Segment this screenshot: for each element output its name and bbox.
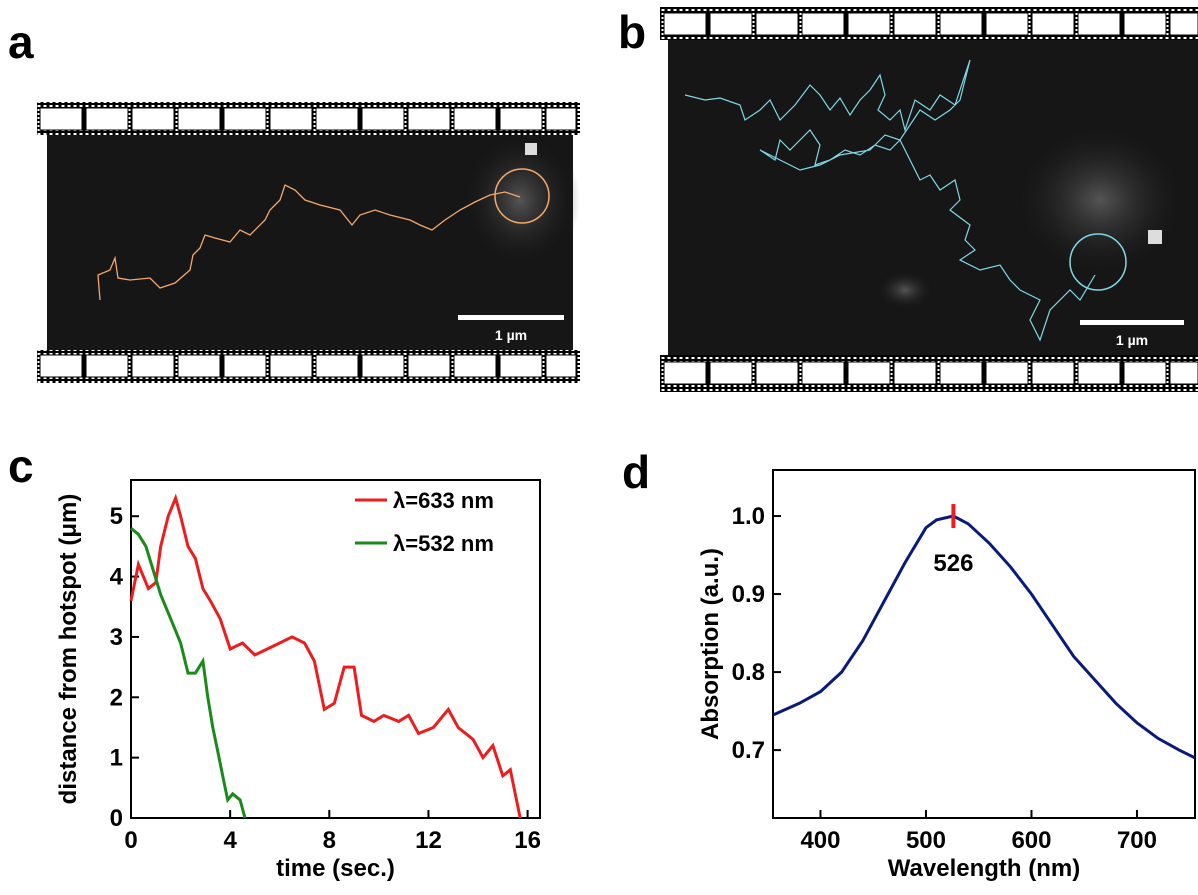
y-tick-label: 3 bbox=[110, 624, 123, 651]
x-tick-label: 700 bbox=[1117, 827, 1157, 854]
x-axis-title: Wavelength (nm) bbox=[888, 855, 1080, 882]
x-tick-label: 4 bbox=[223, 827, 237, 854]
x-axis-title: time (sec.) bbox=[276, 855, 395, 882]
film-strip bbox=[37, 102, 580, 383]
scale-bar-label: 1 µm bbox=[495, 327, 527, 343]
hotspot-circle bbox=[494, 168, 550, 224]
series-line bbox=[129, 493, 522, 819]
glow bbox=[460, 130, 580, 270]
y-tick-label: 0.7 bbox=[732, 737, 765, 764]
plot-frame bbox=[130, 479, 541, 819]
y-axis-title: distance from hotspot (μm) bbox=[55, 494, 82, 805]
legend-label: λ=532 nm bbox=[393, 531, 494, 556]
y-tick-label: 0 bbox=[110, 805, 123, 832]
legend-label: λ=633 nm bbox=[393, 488, 494, 513]
series-line bbox=[130, 527, 247, 819]
trajectory bbox=[684, 59, 1096, 342]
panel-label: b bbox=[618, 6, 646, 58]
panel-label: c bbox=[8, 440, 34, 492]
x-tick-label: 600 bbox=[1011, 827, 1051, 854]
hotspot-circle bbox=[1069, 233, 1127, 291]
panel-label: d bbox=[622, 446, 650, 498]
y-axis-title: Absorption (a.u.) bbox=[697, 548, 724, 740]
y-tick-label: 1 bbox=[110, 745, 123, 772]
trajectory bbox=[97, 184, 521, 301]
x-tick-label: 12 bbox=[415, 827, 442, 854]
x-tick-label: 0 bbox=[124, 827, 137, 854]
scale-bar bbox=[1080, 320, 1184, 325]
hotspot bbox=[1148, 230, 1162, 244]
y-tick-label: 2 bbox=[110, 684, 123, 711]
glow bbox=[1010, 120, 1190, 280]
scale-bar bbox=[458, 315, 564, 320]
y-tick-label: 0.8 bbox=[732, 659, 765, 686]
peak-label: 526 bbox=[933, 550, 973, 577]
x-tick-label: 8 bbox=[323, 827, 336, 854]
x-tick-label: 500 bbox=[906, 827, 946, 854]
panel-label: a bbox=[8, 16, 34, 68]
y-tick-label: 1.0 bbox=[732, 503, 765, 530]
hotspot bbox=[525, 143, 537, 155]
plot-frame bbox=[772, 469, 1196, 819]
film-strip bbox=[660, 7, 1198, 392]
y-tick-label: 0.9 bbox=[732, 581, 765, 608]
series-line bbox=[772, 514, 1196, 760]
glow bbox=[875, 270, 935, 310]
x-tick-label: 400 bbox=[800, 827, 840, 854]
y-tick-label: 4 bbox=[110, 564, 124, 591]
scale-bar-label: 1 µm bbox=[1116, 332, 1148, 348]
x-tick-label: 16 bbox=[514, 827, 541, 854]
y-tick-label: 5 bbox=[110, 503, 123, 530]
